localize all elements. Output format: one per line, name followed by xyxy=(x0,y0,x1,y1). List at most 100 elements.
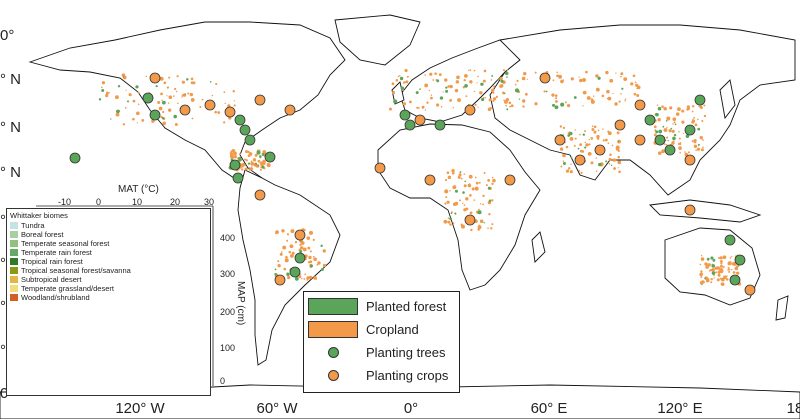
cropland-patch xyxy=(121,73,126,77)
cropland-patch xyxy=(607,96,612,101)
cropland-patch xyxy=(570,77,574,81)
planting-crops-point xyxy=(254,189,266,201)
cropland-patch xyxy=(484,96,487,99)
cropland-patch xyxy=(168,76,171,79)
cropland-patch xyxy=(175,90,178,93)
planting-trees-point xyxy=(294,252,306,264)
cropland-patch xyxy=(409,100,412,104)
planting-trees-point xyxy=(142,92,154,104)
cropland-patch xyxy=(487,186,491,190)
cropland-patch xyxy=(181,80,185,84)
cropland-patch xyxy=(190,98,195,102)
planting-crops-point xyxy=(634,99,646,111)
cropland-patch xyxy=(726,275,728,277)
cropland-patch xyxy=(445,196,448,199)
cropland-patch xyxy=(595,170,598,172)
cropland-patch xyxy=(287,275,291,280)
cropland-patch xyxy=(463,204,466,206)
cropland-patch xyxy=(699,263,702,266)
biome-swatch xyxy=(10,285,18,292)
cropland-patch xyxy=(105,94,109,98)
mat-tick: 10 xyxy=(132,197,143,207)
cropland-patch xyxy=(489,106,493,110)
planting-trees-point xyxy=(404,119,416,131)
cropland-patch xyxy=(250,160,253,163)
planting-trees-point xyxy=(232,172,244,184)
cropland-patch xyxy=(661,105,664,108)
planting-trees-point xyxy=(644,114,656,126)
cropland-patch xyxy=(586,96,591,100)
cropland-patch xyxy=(491,88,495,92)
cropland-patch xyxy=(173,114,177,119)
planting-trees-point xyxy=(264,151,276,163)
biome-swatch xyxy=(10,267,18,274)
cropland-patch xyxy=(504,71,509,76)
cropland-patch xyxy=(262,150,267,154)
cropland-patch xyxy=(137,91,140,94)
cropland-patch xyxy=(677,107,681,112)
cropland-patch xyxy=(262,159,266,164)
cropland-patch xyxy=(282,245,287,250)
cropland-patch xyxy=(565,145,569,149)
cropland-patch xyxy=(445,89,449,93)
cropland-patch xyxy=(252,158,257,162)
cropland-patch xyxy=(483,172,486,175)
cropland-patch xyxy=(248,167,251,169)
cropland-patch xyxy=(506,76,508,78)
cropland-patch xyxy=(241,165,244,168)
cropland-patch xyxy=(727,269,729,271)
cropland-patch xyxy=(475,181,479,185)
cropland-patch xyxy=(624,100,626,102)
cropland-patch xyxy=(722,268,724,270)
cropland-patch xyxy=(132,117,135,121)
cropland-patch xyxy=(274,272,277,276)
cropland-patch xyxy=(499,76,503,81)
cropland-patch xyxy=(618,170,621,174)
cropland-patch xyxy=(573,96,577,99)
cropland-patch xyxy=(141,118,145,122)
cropland-patch xyxy=(569,137,574,141)
biome-swatch xyxy=(10,231,18,238)
cropland-patch xyxy=(573,144,576,147)
cropland-patch xyxy=(209,81,212,83)
cropland-patch xyxy=(403,81,406,84)
map-tick: 300 xyxy=(220,269,236,279)
cropland-patch xyxy=(308,255,312,260)
cropland-patch xyxy=(732,271,736,274)
cropland-patch xyxy=(435,103,440,107)
cropland-patch xyxy=(460,177,463,180)
cropland-patch xyxy=(300,241,305,245)
cropland-patch xyxy=(568,168,570,170)
cropland-patch xyxy=(301,277,303,280)
cropland-patch xyxy=(462,191,465,194)
planting-trees-point xyxy=(239,124,251,136)
cropland-patch xyxy=(283,229,285,231)
cropland-patch xyxy=(601,94,605,98)
cropland-patch xyxy=(391,82,395,86)
cropland-patch xyxy=(444,189,449,194)
cropland-patch xyxy=(665,119,668,122)
cropland-patch xyxy=(582,90,587,95)
cropland-patch xyxy=(693,140,697,144)
cropland-patch xyxy=(447,85,450,88)
cropland-patch xyxy=(552,103,556,107)
cropland-patch xyxy=(482,79,486,83)
cropland-patch xyxy=(465,95,468,98)
cropland-patch xyxy=(255,162,258,165)
cropland-patch xyxy=(477,210,482,215)
cropland-patch xyxy=(477,106,479,108)
biome-label: Subtropical desert xyxy=(21,275,82,284)
cropland-patch xyxy=(434,72,437,75)
biome-legend-item: Tropical rain forest xyxy=(10,257,83,266)
cropland-patch xyxy=(720,262,723,265)
cropland-patch xyxy=(699,273,703,277)
cropland-patch xyxy=(554,94,558,97)
cropland-patch xyxy=(492,85,496,88)
cropland-patch xyxy=(678,130,680,133)
cropland-patch xyxy=(591,125,594,128)
cropland-patch xyxy=(388,107,392,111)
cropland-patch xyxy=(605,160,608,163)
cropland-patch xyxy=(591,127,595,131)
planting-crops-point xyxy=(574,154,586,166)
